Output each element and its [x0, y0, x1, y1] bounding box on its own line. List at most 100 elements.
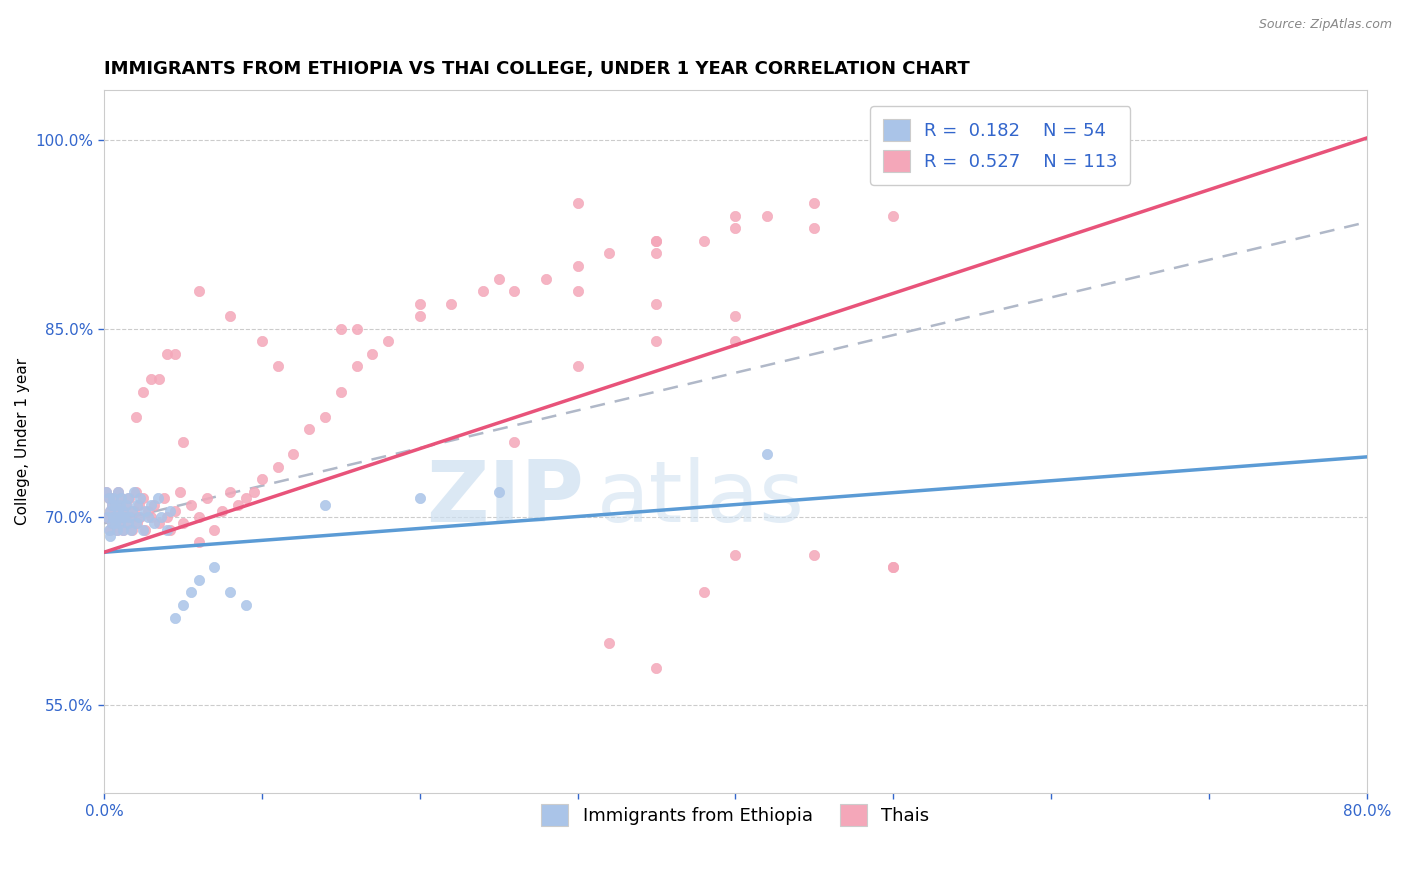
Point — [219, 585, 242, 599]
Point — [114, 510, 136, 524]
Point — [110, 491, 132, 506]
Point — [124, 485, 146, 500]
Point — [103, 510, 125, 524]
Point — [314, 498, 336, 512]
Point — [243, 485, 266, 500]
Point — [187, 284, 209, 298]
Point — [101, 516, 124, 531]
Point — [346, 359, 368, 374]
Point — [266, 359, 288, 374]
Point — [121, 523, 143, 537]
Point — [283, 447, 305, 461]
Point — [129, 510, 152, 524]
Point — [598, 246, 620, 260]
Point — [94, 485, 117, 500]
Point — [117, 491, 139, 506]
Point — [187, 510, 209, 524]
Point — [134, 523, 156, 537]
Point — [755, 209, 778, 223]
Point — [120, 523, 142, 537]
Point — [97, 523, 120, 537]
Point — [136, 504, 159, 518]
Text: Source: ZipAtlas.com: Source: ZipAtlas.com — [1258, 18, 1392, 31]
Point — [172, 598, 194, 612]
Point — [101, 498, 124, 512]
Point — [132, 491, 155, 506]
Point — [127, 498, 149, 512]
Point — [503, 434, 526, 449]
Point — [108, 498, 131, 512]
Point — [105, 510, 128, 524]
Point — [120, 510, 142, 524]
Point — [111, 523, 134, 537]
Point — [408, 491, 430, 506]
Text: IMMIGRANTS FROM ETHIOPIA VS THAI COLLEGE, UNDER 1 YEAR CORRELATION CHART: IMMIGRANTS FROM ETHIOPIA VS THAI COLLEGE… — [104, 60, 970, 78]
Point — [110, 510, 132, 524]
Point — [211, 504, 233, 518]
Point — [219, 485, 242, 500]
Point — [645, 234, 668, 248]
Point — [488, 271, 510, 285]
Point — [132, 523, 155, 537]
Point — [103, 491, 125, 506]
Point — [693, 234, 716, 248]
Point — [163, 504, 186, 518]
Point — [329, 322, 352, 336]
Point — [204, 560, 226, 574]
Point — [172, 516, 194, 531]
Point — [440, 296, 463, 310]
Text: atlas: atlas — [596, 457, 804, 540]
Point — [128, 498, 150, 512]
Point — [882, 560, 904, 574]
Point — [103, 510, 125, 524]
Y-axis label: College, Under 1 year: College, Under 1 year — [15, 359, 30, 525]
Point — [122, 504, 145, 518]
Point — [117, 516, 139, 531]
Point — [94, 485, 117, 500]
Point — [98, 504, 121, 518]
Point — [141, 510, 163, 524]
Point — [96, 510, 118, 524]
Point — [724, 310, 747, 324]
Point — [163, 347, 186, 361]
Point — [132, 384, 155, 399]
Point — [724, 334, 747, 349]
Point — [104, 498, 127, 512]
Point — [598, 636, 620, 650]
Point — [146, 491, 169, 506]
Point — [105, 523, 128, 537]
Point — [567, 284, 589, 298]
Point — [105, 510, 128, 524]
Point — [118, 491, 141, 506]
Point — [159, 523, 181, 537]
Point — [110, 510, 132, 524]
Point — [108, 516, 131, 531]
Point — [111, 504, 134, 518]
Point — [110, 491, 132, 506]
Point — [724, 221, 747, 235]
Point — [645, 296, 668, 310]
Point — [148, 372, 170, 386]
Point — [156, 523, 179, 537]
Point — [108, 498, 131, 512]
Point — [408, 310, 430, 324]
Point — [187, 573, 209, 587]
Point — [724, 548, 747, 562]
Point — [143, 498, 166, 512]
Point — [141, 372, 163, 386]
Point — [141, 498, 163, 512]
Point — [104, 516, 127, 531]
Point — [195, 491, 218, 506]
Point — [329, 384, 352, 399]
Point — [101, 516, 124, 531]
Point — [107, 504, 129, 518]
Point — [115, 498, 138, 512]
Point — [134, 504, 156, 518]
Point — [98, 504, 121, 518]
Point — [567, 359, 589, 374]
Point — [108, 516, 131, 531]
Legend: Immigrants from Ethiopia, Thais: Immigrants from Ethiopia, Thais — [534, 797, 936, 833]
Point — [755, 447, 778, 461]
Point — [153, 491, 176, 506]
Point — [98, 529, 121, 543]
